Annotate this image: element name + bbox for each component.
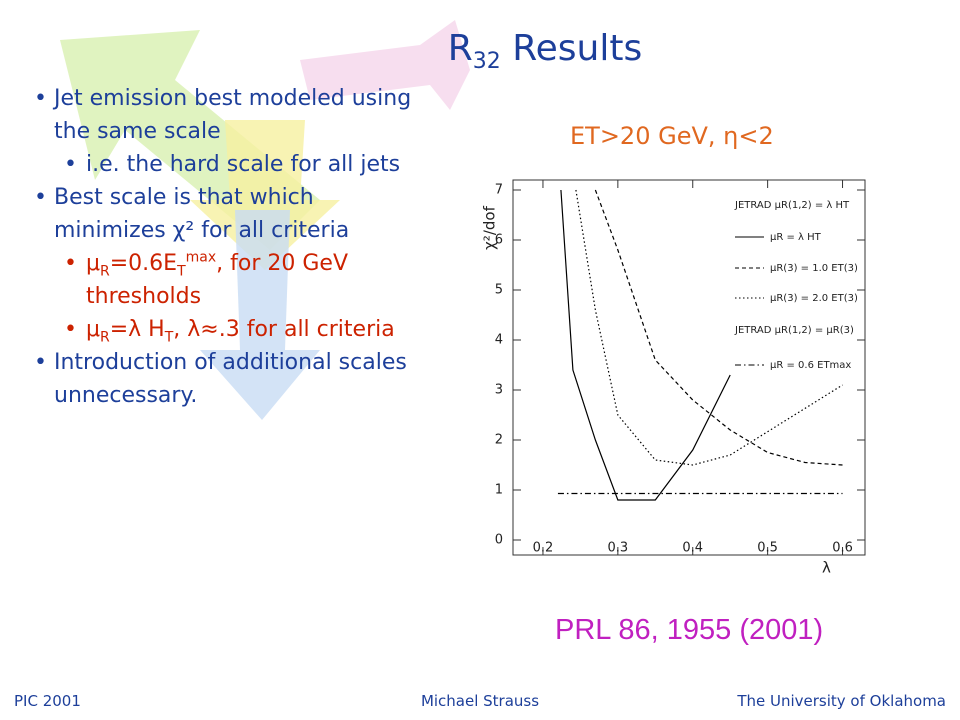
x-tick-label: 0.6 [832, 541, 853, 556]
x-tick-label: 0.4 [682, 541, 703, 556]
text: Introduction of additional scales unnece… [54, 350, 407, 408]
x-axis-label: λ [822, 559, 831, 577]
superscript: max [185, 249, 217, 266]
bullet: μR=0.6ETmax, for 20 GeV thresholds [30, 247, 420, 313]
text: =0.6E [109, 251, 178, 276]
bullet-list: Jet emission best modeled using the same… [30, 82, 420, 412]
legend-label: μR(3) = 2.0 ET(3) [770, 293, 858, 304]
y-tick-label: 0 [495, 533, 503, 548]
text: =λ H [109, 317, 165, 342]
text: , λ≈.3 for all criteria [173, 317, 395, 342]
series-line [575, 189, 843, 466]
footer-left: PIC 2001 [14, 692, 81, 710]
bullet: μR=λ HT, λ≈.3 for all criteria [30, 313, 420, 346]
text: i.e. the hard scale for all jets [86, 152, 401, 177]
x-tick-label: 0.2 [533, 541, 554, 556]
text: μ [86, 317, 100, 342]
subscript: T [177, 263, 186, 280]
legend-label: μR = λ HT [770, 232, 822, 243]
footer-right: The University of Oklahoma [737, 692, 946, 710]
slide-title: R32 Results [380, 28, 710, 74]
series-line [560, 189, 731, 501]
annotation: JETRAD μR(1,2) = λ HT [734, 200, 850, 211]
legend-label: μR(3) = 1.0 ET(3) [770, 263, 858, 274]
bullet: i.e. the hard scale for all jets [30, 148, 420, 181]
bullet: Jet emission best modeled using the same… [30, 82, 420, 148]
subscript: R [100, 329, 110, 346]
y-tick-label: 1 [495, 483, 503, 498]
y-tick-label: 2 [495, 433, 503, 448]
y-tick-label: 7 [495, 183, 503, 198]
y-tick-label: 6 [495, 233, 503, 248]
plot-frame [512, 179, 866, 556]
text: R [447, 28, 473, 69]
text: Results [500, 28, 643, 69]
bullet: Introduction of additional scales unnece… [30, 346, 420, 412]
bullet: Best scale is that which minimizes χ² fo… [30, 181, 420, 247]
text: Best scale is that which minimizes χ² fo… [54, 185, 350, 243]
text: Jet emission best modeled using the same… [54, 86, 412, 144]
footer-center: Michael Strauss [420, 692, 540, 710]
annotation: JETRAD μR(1,2) = μR(3) [734, 325, 854, 336]
x-tick-label: 0.3 [608, 541, 629, 556]
x-tick-label: 0.5 [757, 541, 778, 556]
y-tick-label: 5 [495, 283, 503, 298]
citation: PRL 86, 1955 (2001) [555, 614, 824, 646]
legend-label: μR = 0.6 ETmax [770, 360, 851, 371]
series-line [594, 189, 843, 466]
y-tick-label: 4 [495, 333, 503, 348]
text: μ [86, 251, 100, 276]
y-axis-label: χ²/dof [481, 205, 499, 249]
text: , for 20 GeV thresholds [86, 251, 348, 309]
subscript: 32 [472, 49, 501, 75]
chart-heading: ET>20 GeV, η<2 [570, 122, 774, 150]
subscript: T [164, 329, 174, 346]
subscript: R [100, 263, 110, 280]
y-tick-label: 3 [495, 383, 503, 398]
